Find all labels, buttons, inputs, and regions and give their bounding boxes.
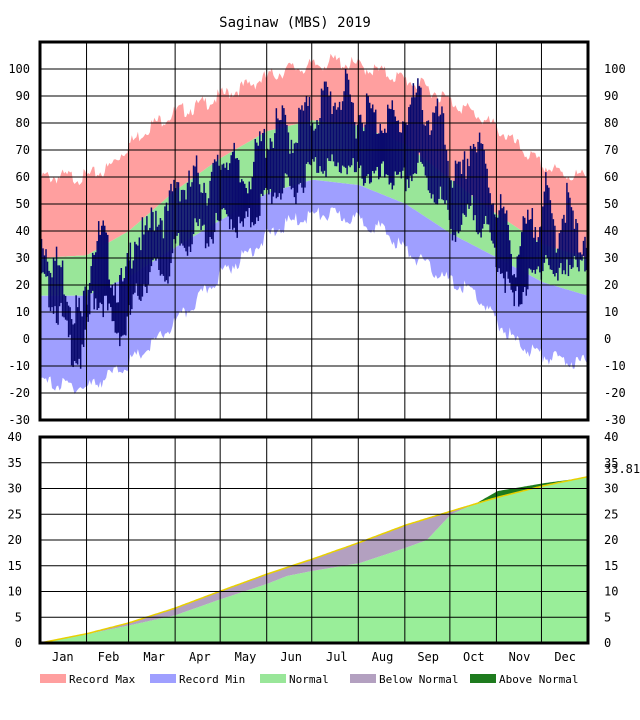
temp-tick-left: 10 <box>16 305 30 319</box>
chart-title: Saginaw (MBS) 2019 <box>219 15 371 31</box>
precip-tick-left: 0 <box>15 636 22 650</box>
record-max-band <box>40 53 588 258</box>
temp-tick-left: -20 <box>8 386 30 400</box>
temp-plot-frame <box>38 40 590 422</box>
legend-swatch <box>470 674 496 683</box>
legend-label: Record Max <box>69 673 136 686</box>
temp-tick-right: -20 <box>604 386 626 400</box>
precip-tick-right: 25 <box>604 507 618 521</box>
month-label: Aug <box>372 650 394 664</box>
precip-tick-right: 20 <box>604 533 618 547</box>
precipitation-panel: 0 0 5 5 10 10 15 15 20 20 25 25 30 30 35 35 40 40 33.81 <box>8 430 640 650</box>
temperature-panel: -30 -30 -20 -20 -10 -10 0 0 10 10 20 20 30 30 40 40 50 50… <box>8 40 626 427</box>
precip-normal-fill <box>40 476 588 643</box>
month-label: Mar <box>143 650 165 664</box>
precip-tick-left: 5 <box>15 610 22 624</box>
record-min-band <box>40 179 588 395</box>
precip-tick-left: 20 <box>8 533 22 547</box>
month-label: Oct <box>463 650 485 664</box>
legend-label: Normal <box>289 673 329 686</box>
legend-swatch <box>40 674 66 683</box>
precip-tick-right: 30 <box>604 482 618 496</box>
legend-label: Record Min <box>179 673 245 686</box>
temp-tick-right: 90 <box>604 89 618 103</box>
month-label: Jul <box>326 650 348 664</box>
month-label: Jun <box>280 650 302 664</box>
precip-final-value: 33.81 <box>604 462 640 476</box>
temp-tick-left: 30 <box>16 251 30 265</box>
legend-item: Below Normal <box>350 673 458 686</box>
temp-tick-left: 60 <box>16 170 30 184</box>
legend-swatch <box>150 674 176 683</box>
legend: Record Max Record Min Normal Below Normal Ab… <box>40 673 578 686</box>
precip-tick-right: 15 <box>604 559 618 573</box>
precip-tick-right: 0 <box>604 636 611 650</box>
temp-tick-left: -30 <box>8 413 30 427</box>
month-label: Sep <box>417 650 439 664</box>
temp-tick-right: 30 <box>604 251 618 265</box>
temp-tick-right: 50 <box>604 197 618 211</box>
precip-tick-right: 5 <box>604 610 611 624</box>
month-label: Feb <box>98 650 120 664</box>
precip-tick-right: 40 <box>604 430 618 444</box>
precip-tick-left: 10 <box>8 585 22 599</box>
month-label: Jan <box>52 650 74 664</box>
legend-item: Above Normal <box>470 673 578 686</box>
temp-tick-right: 20 <box>604 278 618 292</box>
temp-tick-left: 90 <box>16 89 30 103</box>
legend-label: Below Normal <box>379 673 458 686</box>
legend-item: Normal <box>260 673 329 686</box>
legend-item: Record Max <box>40 673 136 686</box>
temp-tick-left: 50 <box>16 197 30 211</box>
temp-tick-right: 70 <box>604 143 618 157</box>
temp-tick-right: 60 <box>604 170 618 184</box>
legend-label: Above Normal <box>499 673 578 686</box>
precip-above-normal <box>40 468 588 643</box>
temp-tick-left: 40 <box>16 224 30 238</box>
precip-tick-left: 35 <box>8 456 22 470</box>
temp-tick-right: 0 <box>604 332 611 346</box>
temp-tick-left: 80 <box>16 116 30 130</box>
temp-tick-right: 10 <box>604 305 618 319</box>
precip-tick-right: 10 <box>604 585 618 599</box>
month-label: May <box>235 650 257 664</box>
temp-tick-left: 20 <box>16 278 30 292</box>
month-axis: Jan Feb Mar Apr May Jun Jul Aug Sep Oct Nov Dec <box>52 650 576 664</box>
precip-tick-left: 40 <box>8 430 22 444</box>
precip-below-normal <box>40 476 588 643</box>
month-label: Dec <box>554 650 576 664</box>
legend-swatch <box>260 674 286 683</box>
legend-swatch <box>350 674 376 683</box>
temp-tick-right: -30 <box>604 413 626 427</box>
temp-tick-right: 100 <box>604 62 626 76</box>
temp-tick-left: -10 <box>8 359 30 373</box>
temp-tick-left: 70 <box>16 143 30 157</box>
month-label: Apr <box>189 650 211 664</box>
precip-tick-right: 35 <box>604 456 618 470</box>
temp-tick-right: -10 <box>604 359 626 373</box>
temp-tick-left: 100 <box>8 62 30 76</box>
precip-tick-left: 30 <box>8 482 22 496</box>
legend-item: Record Min <box>150 673 245 686</box>
temp-tick-right: 40 <box>604 224 618 238</box>
temp-tick-left: 0 <box>23 332 30 346</box>
precip-plot-frame <box>38 435 590 645</box>
precip-tick-left: 15 <box>8 559 22 573</box>
temp-tick-right: 80 <box>604 116 618 130</box>
precip-tick-left: 25 <box>8 507 22 521</box>
month-label: Nov <box>509 650 531 664</box>
